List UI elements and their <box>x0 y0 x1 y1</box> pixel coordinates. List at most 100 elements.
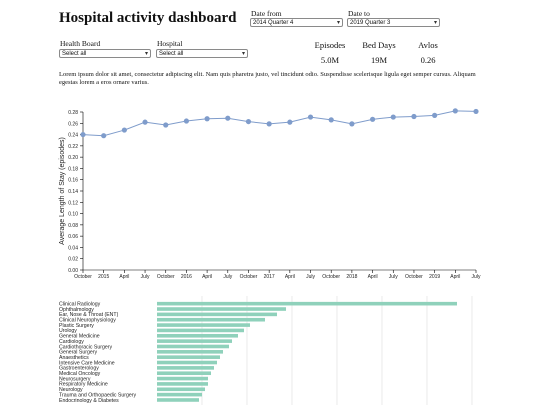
y-tick-label: 0.12 <box>68 200 78 206</box>
date-to-label: Date to <box>348 9 370 18</box>
chevron-down-icon: ▾ <box>433 20 437 26</box>
category-label: Neurology <box>59 387 83 393</box>
y-tick-label: 0.06 <box>68 234 78 240</box>
x-tick-label: July <box>223 274 232 280</box>
health-board-label: Health Board <box>60 39 101 48</box>
data-point <box>266 121 272 127</box>
data-point <box>328 117 334 123</box>
data-point <box>163 122 169 128</box>
kpi-episodes-label: Episodes <box>314 40 346 50</box>
category-label: General Medicine <box>59 334 100 340</box>
bar <box>157 344 229 349</box>
category-label: Endocrinology & Diabetes <box>59 398 119 404</box>
category-label: General Surgery <box>59 350 97 356</box>
bar <box>157 376 208 381</box>
x-tick-label: 2015 <box>98 274 109 280</box>
category-label: Cardiothoracic Surgery <box>59 344 112 350</box>
date-from-label: Date from <box>251 9 282 18</box>
date-from-select[interactable]: 2014 Quarter 4 ▾ <box>250 18 343 27</box>
data-point <box>183 118 190 124</box>
y-axis-label: Average Length of Stay (episodes) <box>59 137 66 245</box>
category-label: Intensive Care Medicine <box>59 360 115 366</box>
health-board-select[interactable]: Select all ▾ <box>59 49 151 58</box>
bar <box>157 317 265 322</box>
bar <box>157 366 214 370</box>
bar <box>157 328 244 333</box>
data-point <box>432 112 438 118</box>
y-tick-label: 0.16 <box>68 178 78 184</box>
kpi-episodes-value: 5.0M <box>320 55 340 65</box>
bar <box>157 355 220 359</box>
y-tick-label: 0.08 <box>68 223 78 229</box>
bar <box>157 371 211 376</box>
hospital-value: Select all <box>159 51 184 57</box>
category-label: Clinical Neurophysiology <box>59 318 116 324</box>
date-to-select[interactable]: 2019 Quarter 3 ▾ <box>347 18 440 27</box>
y-tick-label: 0.04 <box>68 245 78 251</box>
x-tick-label: July <box>389 274 398 280</box>
data-point <box>411 113 417 120</box>
data-point <box>80 131 86 138</box>
bar <box>157 333 238 338</box>
category-label: Ear, Nose & Throat (ENT) <box>59 312 119 318</box>
data-point <box>307 114 314 120</box>
x-tick-label: 2018 <box>346 274 357 280</box>
intro-text: Lorem ipsum dolor sit amet, consectetur … <box>59 71 476 86</box>
category-label: Plastic Surgery <box>59 323 94 329</box>
bar <box>157 360 217 365</box>
category-label: Neurosurgery <box>59 376 91 382</box>
data-point <box>287 119 293 125</box>
x-tick-label: April <box>119 274 129 280</box>
x-tick-label: October <box>240 274 258 280</box>
bar <box>157 398 199 402</box>
category-label: Trauma and Orthopaedic Surgery <box>59 392 136 398</box>
date-to-value: 2019 Quarter 3 <box>350 20 391 26</box>
category-label: Clinical Radiology <box>59 301 101 307</box>
x-tick-label: 2016 <box>181 274 192 280</box>
y-tick-label: 0.24 <box>68 133 78 139</box>
data-point <box>225 115 231 121</box>
chevron-down-icon: ▾ <box>336 20 340 26</box>
data-point <box>245 118 252 125</box>
data-point <box>142 119 148 125</box>
bar <box>157 312 277 317</box>
health-board-value: Select all <box>62 51 87 57</box>
data-point <box>452 108 458 114</box>
x-tick-label: October <box>405 274 423 280</box>
data-point <box>204 116 210 122</box>
data-point <box>121 127 127 133</box>
page-title: Hospital activity dashboard <box>59 10 237 26</box>
category-label: Cardiology <box>59 339 84 345</box>
data-point <box>369 116 376 122</box>
bar <box>157 382 208 386</box>
chevron-down-icon: ▾ <box>144 51 148 57</box>
hospital-label: Hospital <box>157 39 183 48</box>
category-label: Urology <box>59 328 77 334</box>
x-tick-label: July <box>472 274 481 280</box>
y-tick-label: 0.00 <box>68 268 78 274</box>
x-tick-label: July <box>141 274 150 280</box>
category-label: Anaesthetics <box>59 355 89 361</box>
date-from-value: 2014 Quarter 4 <box>253 20 294 26</box>
bar <box>157 323 250 327</box>
kpi-avlos-value: 0.26 <box>420 55 436 65</box>
series-line <box>82 110 477 137</box>
category-label: Medical Oncology <box>59 371 101 377</box>
x-tick-label: July <box>306 274 315 280</box>
x-tick-label: April <box>450 274 460 280</box>
chevron-down-icon: ▾ <box>241 51 245 57</box>
y-tick-label: 0.22 <box>68 144 78 150</box>
data-point <box>101 133 107 139</box>
y-tick-label: 0.28 <box>68 110 78 116</box>
bar <box>157 392 202 397</box>
x-tick-label: October <box>74 274 92 280</box>
bar <box>157 301 457 306</box>
data-point <box>473 108 479 115</box>
x-tick-label: April <box>202 274 212 280</box>
bar <box>157 387 205 392</box>
hospital-select[interactable]: Select all ▾ <box>156 49 248 58</box>
category-label: Gastroenterology <box>59 366 99 372</box>
bar <box>157 307 286 311</box>
data-point <box>349 121 355 127</box>
